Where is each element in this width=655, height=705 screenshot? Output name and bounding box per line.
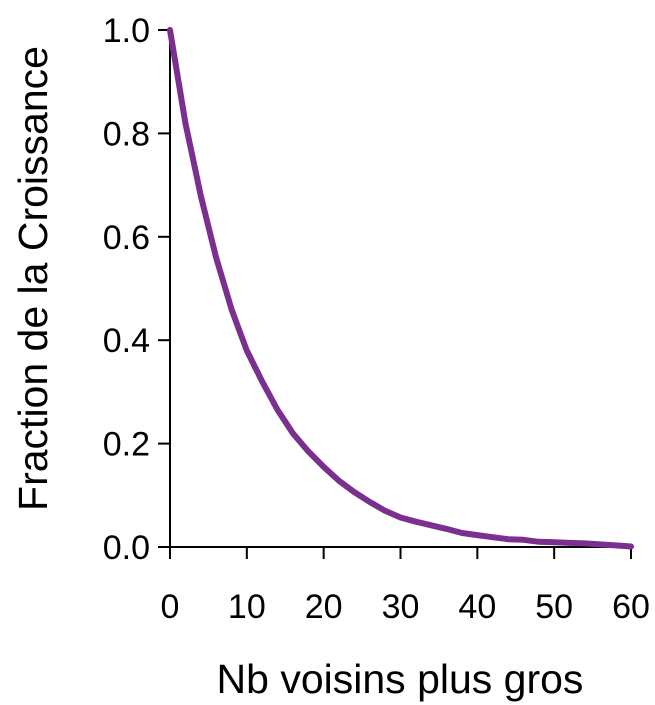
x-tick-label: 10 [228, 588, 266, 626]
x-tick-label: 40 [458, 588, 496, 626]
x-axis-title: Nb voisins plus gros [217, 656, 584, 702]
y-tick-label: 0.6 [103, 219, 150, 257]
x-tick-label: 60 [612, 588, 650, 626]
x-tick-label: 30 [382, 588, 420, 626]
y-axis-ticks: 0.0 0.2 0.4 0.6 0.8 1.0 [103, 12, 170, 567]
x-tick-label: 20 [305, 588, 343, 626]
y-axis-title: Fraction de la Croissance [10, 46, 56, 511]
x-tick-label: 50 [535, 588, 573, 626]
y-tick-label: 0.2 [103, 426, 150, 464]
y-tick-label: 0.4 [103, 322, 150, 360]
y-tick-label: 0.8 [103, 115, 150, 153]
y-tick-label: 0.0 [103, 529, 150, 567]
series-line [167, 27, 634, 550]
x-axis-ticks: 0 10 20 30 40 50 60 [161, 547, 650, 626]
x-tick-label: 0 [161, 588, 180, 626]
y-tick-label: 1.0 [103, 12, 150, 50]
